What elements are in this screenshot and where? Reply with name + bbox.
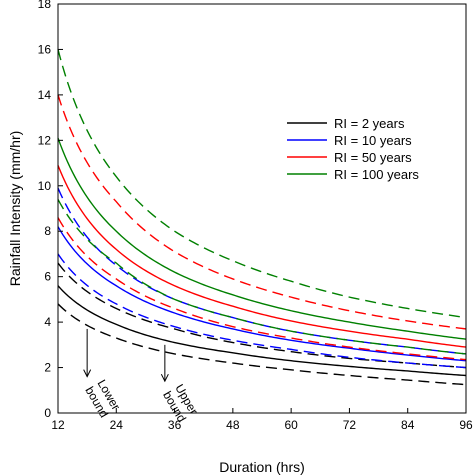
y-tick-label: 2 xyxy=(44,361,51,375)
legend-label: RI = 100 years xyxy=(334,167,419,182)
annotation-arrowhead xyxy=(160,373,169,383)
series-line-ri-10-years-upper xyxy=(57,187,467,355)
series-line-ri-50-years-upper xyxy=(57,94,467,330)
series-line-ri-100-years-lower xyxy=(57,199,467,355)
x-tick-label: 72 xyxy=(343,418,357,432)
y-tick-label: 4 xyxy=(44,315,51,329)
x-tick-label: 48 xyxy=(226,418,240,432)
x-tick-label: 60 xyxy=(284,418,298,432)
x-tick-label: 24 xyxy=(110,418,124,432)
legend: RI = 2 years RI = 10 years RI = 50 years RI… xyxy=(287,116,419,182)
series-line-ri-2-years-mean xyxy=(57,285,467,377)
x-tick-label: 12 xyxy=(51,418,65,432)
series-layer xyxy=(57,49,467,386)
series-line-ri-100-years-upper xyxy=(57,49,467,319)
y-tick-label: 16 xyxy=(38,42,52,56)
y-tick-label: 18 xyxy=(38,0,52,11)
series-line-ri-10-years-mean xyxy=(57,226,467,362)
x-tick-label: 36 xyxy=(168,418,182,432)
y-tick-label: 10 xyxy=(38,179,52,193)
series-line-ri-100-years-mean xyxy=(57,137,467,340)
series-line-ri-10-years-lower xyxy=(57,253,467,369)
series-line-ri-2-years-lower xyxy=(57,303,467,386)
annotation-arrowhead xyxy=(83,369,92,378)
series-line-ri-2-years-upper xyxy=(57,262,467,369)
y-axis-title: Rainfall Intensity (mm/hr) xyxy=(7,131,23,287)
series-line-ri-50-years-lower xyxy=(57,217,467,361)
x-tick-label: 84 xyxy=(401,418,415,432)
legend-label: RI = 50 years xyxy=(334,150,412,165)
series-line-ri-50-years-mean xyxy=(57,165,467,348)
legend-label: RI = 2 years xyxy=(334,116,405,131)
x-axis-title: Duration (hrs) xyxy=(219,459,305,475)
y-tick-label: 12 xyxy=(38,133,52,147)
y-tick-label: 6 xyxy=(44,270,51,284)
y-tick-label: 0 xyxy=(44,406,51,420)
y-tick-label: 14 xyxy=(38,88,52,102)
x-tick-label: 96 xyxy=(459,418,473,432)
y-tick-label: 8 xyxy=(44,224,51,238)
legend-label: RI = 10 years xyxy=(334,133,412,148)
plot-frame xyxy=(57,3,467,414)
